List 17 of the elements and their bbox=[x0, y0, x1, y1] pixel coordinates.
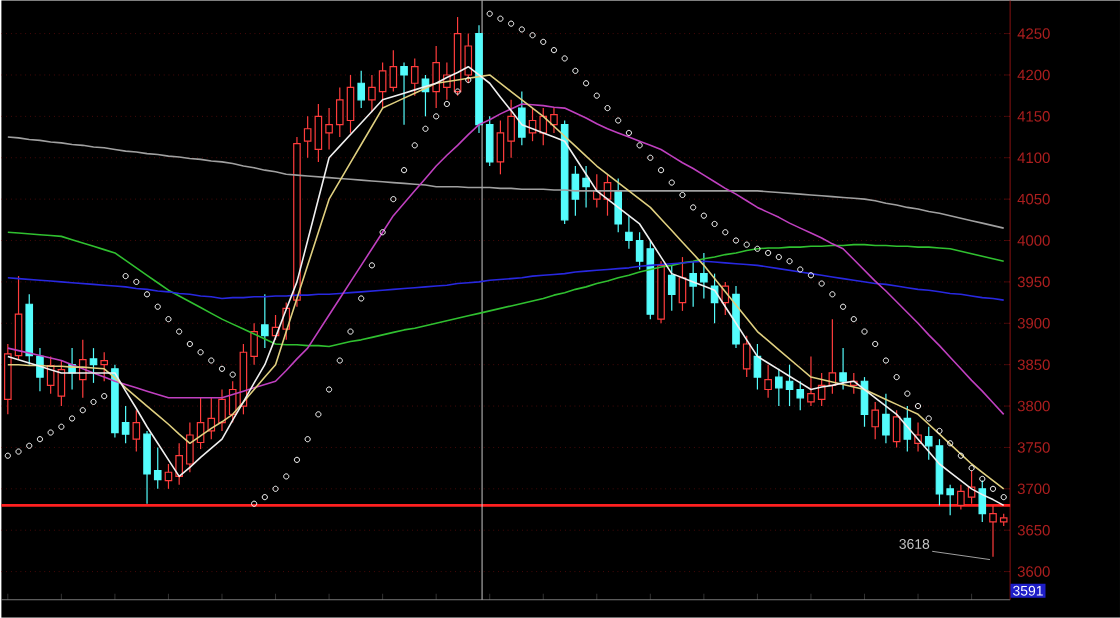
candlestick bbox=[764, 364, 772, 399]
candlestick bbox=[871, 401, 880, 440]
candlestick bbox=[410, 57, 419, 97]
candlestick bbox=[839, 347, 847, 391]
candlestick bbox=[903, 405, 912, 453]
candlestick bbox=[882, 393, 890, 445]
candlestick bbox=[742, 335, 751, 378]
candlestick bbox=[36, 347, 44, 392]
candlestick bbox=[132, 409, 141, 453]
candlestick bbox=[89, 347, 98, 384]
candlestick bbox=[614, 177, 623, 233]
candlestick bbox=[357, 70, 366, 109]
candlestick bbox=[518, 91, 526, 147]
candlestick bbox=[100, 351, 109, 382]
candlestick bbox=[400, 62, 408, 126]
candlestick bbox=[667, 264, 676, 312]
candlestick bbox=[261, 293, 269, 349]
